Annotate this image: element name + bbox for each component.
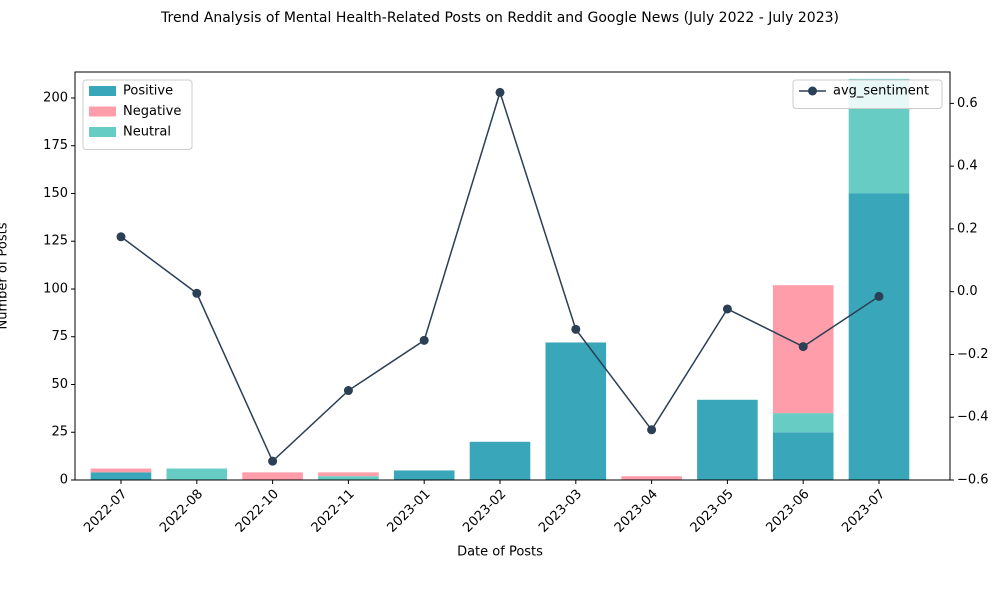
bar-segment xyxy=(242,472,303,480)
y-tick-label: 150 xyxy=(43,186,68,201)
bar-segment xyxy=(772,413,834,433)
line xyxy=(120,89,880,463)
x-tick-label: 2023-06 xyxy=(763,487,812,536)
bar-segment xyxy=(90,468,152,473)
legend-box xyxy=(792,79,943,109)
y2-tick-label: 0.6 xyxy=(957,96,978,111)
chart-title: Trend Analysis of Mental Health-Related … xyxy=(160,10,839,26)
x-tick-label: 2023-02 xyxy=(460,487,509,536)
bar-segment xyxy=(545,342,607,480)
bar-segment xyxy=(772,432,834,480)
y2-tick-label: −0.4 xyxy=(957,410,989,425)
x-tick-label: 2022-08 xyxy=(157,487,206,536)
plot xyxy=(90,78,910,480)
legend-swatch xyxy=(89,106,116,117)
line-marker xyxy=(495,87,505,97)
bar-segment xyxy=(318,472,379,477)
legend-marker xyxy=(808,86,817,96)
x-tick-label: 2023-07 xyxy=(839,487,888,536)
bar-segment xyxy=(469,441,531,480)
bar-segment xyxy=(621,476,682,480)
y-tick-label: 100 xyxy=(43,281,68,296)
x-axis-label: Date of Posts xyxy=(457,545,543,560)
x-tick-label: 2022-10 xyxy=(233,487,282,536)
line-marker xyxy=(343,386,353,396)
y-axis-label: Number of Posts xyxy=(0,222,11,329)
line-marker xyxy=(192,288,202,298)
line-marker xyxy=(268,456,278,466)
x-tick-label: 2022-07 xyxy=(81,487,130,536)
legend-label: Negative xyxy=(123,104,181,119)
line-marker xyxy=(874,291,884,301)
line-marker xyxy=(116,232,126,242)
bar-segment xyxy=(697,399,758,480)
x-tick-label: 2023-05 xyxy=(688,487,737,536)
bar-segment xyxy=(393,470,455,480)
y-tick-label: 0 xyxy=(60,473,68,488)
y2-tick-label: 0.2 xyxy=(957,221,978,236)
line-marker xyxy=(722,304,732,314)
bar-segment xyxy=(166,468,228,480)
y-tick-label: 25 xyxy=(51,425,68,440)
bar-segment xyxy=(848,193,910,480)
y-tick-label: 50 xyxy=(51,377,68,392)
y2-tick-label: −0.6 xyxy=(957,473,989,488)
y2-tick-label: 0.0 xyxy=(957,284,978,299)
y2-tick-label: 0.4 xyxy=(957,159,978,174)
plot-frame xyxy=(74,71,951,481)
y-tick-label: 200 xyxy=(43,90,68,105)
legend-label: Positive xyxy=(123,84,173,99)
bar-segment xyxy=(90,472,152,480)
legend-label: Neutral xyxy=(123,125,171,140)
x-tick-label: 2022-11 xyxy=(309,487,358,536)
line-marker xyxy=(798,342,808,352)
y-tick-label: 75 xyxy=(51,329,68,344)
line-marker xyxy=(419,335,429,345)
legend-swatch xyxy=(89,86,116,96)
y2-tick-label: −0.2 xyxy=(957,347,989,362)
line-marker xyxy=(571,324,581,334)
x-tick-label: 2023-01 xyxy=(384,487,433,536)
legend-label: avg_sentiment xyxy=(833,84,929,99)
line-marker xyxy=(647,425,657,435)
y-tick-label: 175 xyxy=(43,138,68,153)
x-tick-label: 2023-04 xyxy=(612,487,661,536)
bar-segment xyxy=(318,476,379,480)
x-tick-label: 2023-03 xyxy=(536,487,585,536)
y-tick-label: 125 xyxy=(43,234,68,249)
legend-swatch xyxy=(89,127,116,137)
